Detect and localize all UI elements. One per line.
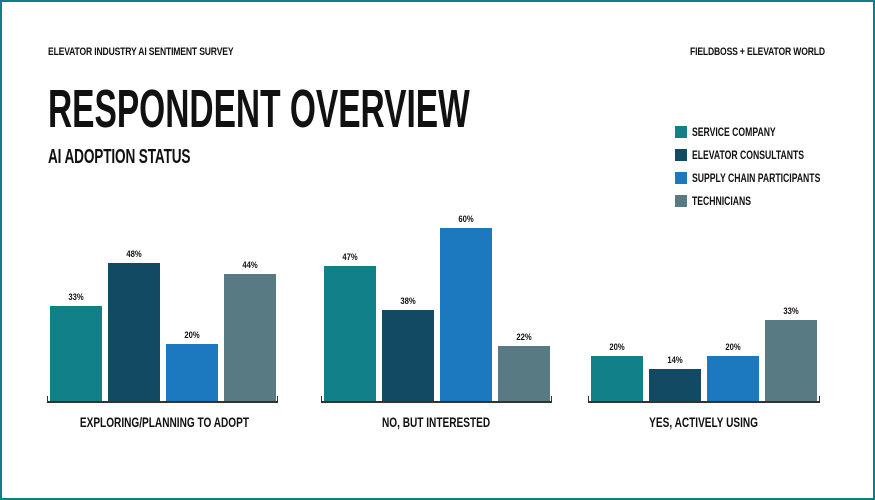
page-title: RESPONDENT OVERVIEW <box>48 79 470 139</box>
bar-group-no-but-interested: 47% 38% 60% 22% NO, BUT INTERESTED <box>321 200 552 440</box>
legend-item-elevator-consultants: ELEVATOR CONSULTANTS <box>675 143 870 166</box>
bar-item: 22% <box>498 200 550 401</box>
bar-value-label: 33% <box>68 292 84 302</box>
bar-elevator-consultants <box>108 263 160 401</box>
legend-label: SUPPLY CHAIN PARTICIPANTS <box>692 170 821 185</box>
bar-value-label: 38% <box>400 296 416 306</box>
bar-item: 14% <box>649 200 701 401</box>
legend-swatch <box>675 125 687 138</box>
bar-item: 20% <box>707 200 759 401</box>
x-axis-line <box>321 401 552 403</box>
legend-label: ELEVATOR CONSULTANTS <box>692 147 805 162</box>
bars: 20% 14% 20% 33% <box>591 200 817 401</box>
legend-swatch <box>675 194 687 207</box>
axis-tick <box>551 396 552 403</box>
axis-tick <box>47 396 48 403</box>
category-label: YES, ACTIVELY USING <box>588 414 820 430</box>
bar-supply-chain <box>440 228 492 401</box>
x-axis-line <box>588 401 820 403</box>
category-label: EXPLORING/PLANNING TO ADOPT <box>47 414 278 430</box>
bar-service-company <box>591 356 643 401</box>
bar-item: 33% <box>50 200 102 401</box>
bars: 47% 38% 60% 22% <box>324 200 550 401</box>
brand-label: FIELDBOSS + ELEVATOR WORLD <box>690 46 825 58</box>
bar-technicians <box>224 274 276 401</box>
axis-tick <box>819 396 820 403</box>
bar-service-company <box>50 306 102 401</box>
bar-value-label: 22% <box>516 332 532 342</box>
category-label-text: EXPLORING/PLANNING TO ADOPT <box>79 414 250 430</box>
category-label: NO, BUT INTERESTED <box>321 414 552 430</box>
x-axis-line <box>47 401 278 403</box>
bar-value-label: 48% <box>126 249 142 259</box>
bar-value-label: 60% <box>458 214 474 224</box>
bar-value-label: 33% <box>783 306 799 316</box>
chart-legend: SERVICE COMPANY ELEVATOR CONSULTANTS SUP… <box>675 120 870 212</box>
bar-value-label: 20% <box>725 342 741 352</box>
category-label-text: NO, BUT INTERESTED <box>382 414 491 430</box>
legend-label: TECHNICIANS <box>692 193 752 208</box>
legend-label: SERVICE COMPANY <box>692 124 776 139</box>
bar-item: 48% <box>108 200 160 401</box>
bar-value-label: 47% <box>342 252 358 262</box>
legend-item-technicians: TECHNICIANS <box>675 189 870 212</box>
legend-item-supply-chain: SUPPLY CHAIN PARTICIPANTS <box>675 166 870 189</box>
legend-item-service-company: SERVICE COMPANY <box>675 120 870 143</box>
bar-item: 47% <box>324 200 376 401</box>
axis-tick <box>321 396 322 403</box>
bars: 33% 48% 20% 44% <box>50 200 276 401</box>
bar-value-label: 20% <box>184 330 200 340</box>
bar-group-actively-using: 20% 14% 20% 33% YES, ACTIVELY USING <box>588 200 820 440</box>
bar-elevator-consultants <box>649 369 701 401</box>
bar-service-company <box>324 266 376 401</box>
bar-item: 20% <box>591 200 643 401</box>
bar-value-label: 14% <box>667 355 683 365</box>
bar-value-label: 44% <box>242 260 258 270</box>
bar-item: 44% <box>224 200 276 401</box>
bar-group-exploring: 33% 48% 20% 44% EXPLORING/PLANNING TO AD… <box>47 200 278 440</box>
category-label-text: YES, ACTIVELY USING <box>649 414 759 430</box>
chart-subtitle: AI ADOPTION STATUS <box>48 146 191 168</box>
bar-item: 33% <box>765 200 817 401</box>
axis-tick <box>277 396 278 403</box>
legend-swatch <box>675 148 687 161</box>
bar-value-label: 20% <box>609 342 625 352</box>
bar-item: 20% <box>166 200 218 401</box>
bar-technicians <box>498 346 550 401</box>
axis-tick <box>588 396 589 403</box>
survey-title: ELEVATOR INDUSTRY AI SENTIMENT SURVEY <box>48 46 234 58</box>
bar-item: 60% <box>440 200 492 401</box>
bar-elevator-consultants <box>382 310 434 401</box>
bar-item: 38% <box>382 200 434 401</box>
legend-swatch <box>675 171 687 184</box>
bar-technicians <box>765 320 817 401</box>
bar-supply-chain <box>707 356 759 401</box>
bar-supply-chain <box>166 344 218 401</box>
